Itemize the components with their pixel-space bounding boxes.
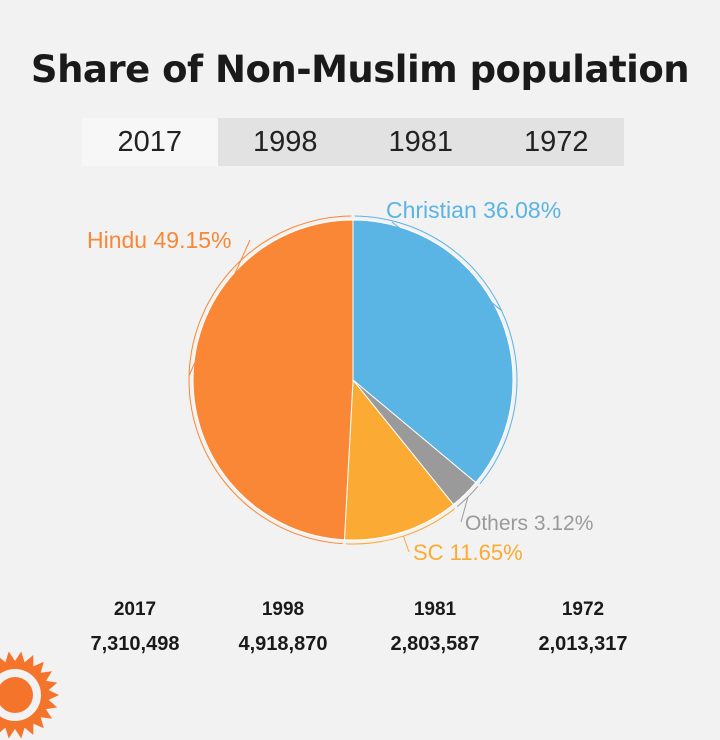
slice-label-hindu: Hindu 49.15%: [87, 227, 232, 253]
total-population-value: 7,310,498: [90, 633, 180, 655]
total-1998: 1998 4,918,870: [208, 598, 358, 656]
leader-line-sc: [402, 535, 410, 553]
slice-bracket-sc: [345, 508, 455, 545]
pie-slice-hindu[interactable]: [192, 219, 354, 541]
slice-label-christian: Christian 36.08%: [386, 197, 561, 223]
total-population-value: 4,918,870: [238, 633, 328, 655]
slice-label-sc: SC 11.65%: [413, 540, 523, 565]
total-population-value: 2,803,587: [390, 633, 480, 655]
total-2017: 2017 7,310,498: [60, 598, 210, 656]
sunburst-logo-icon: [0, 651, 59, 739]
leader-line-hindu: [188, 239, 251, 376]
pie-slice-sc[interactable]: [343, 378, 455, 541]
total-year-label: 1972: [561, 599, 605, 620]
pie-slice-christian[interactable]: [352, 219, 514, 484]
leader-line-others: [460, 496, 469, 523]
total-population-value: 2,013,317: [538, 633, 628, 655]
total-1972: 1972 2,013,317: [508, 598, 658, 656]
total-1981: 1981 2,803,587: [360, 598, 510, 656]
tab-2017[interactable]: 2017: [82, 118, 218, 166]
slice-label-others: Others 3.12%: [465, 512, 593, 535]
total-year-label: 1981: [413, 599, 457, 620]
tab-1972[interactable]: 1972: [523, 125, 589, 158]
total-year-label: 1998: [261, 599, 305, 620]
total-year-label: 2017: [113, 599, 157, 620]
tab-1981[interactable]: 1981: [388, 125, 453, 158]
sunburst-core: [0, 677, 33, 713]
leader-line-christian: [391, 221, 502, 311]
chart-title: Share of Non-Muslim population: [30, 48, 690, 91]
tab-1998[interactable]: 1998: [252, 125, 318, 158]
pie-chart: Christian 36.08% Others 3.12% SC 11.65% Hin…: [87, 197, 593, 565]
population-totals: 2017 7,310,498 1998 4,918,870 1981 2,803…: [60, 598, 660, 668]
slice-bracket-others: [456, 486, 479, 508]
year-tabs: 2017 1998 1981 1972: [82, 118, 624, 166]
